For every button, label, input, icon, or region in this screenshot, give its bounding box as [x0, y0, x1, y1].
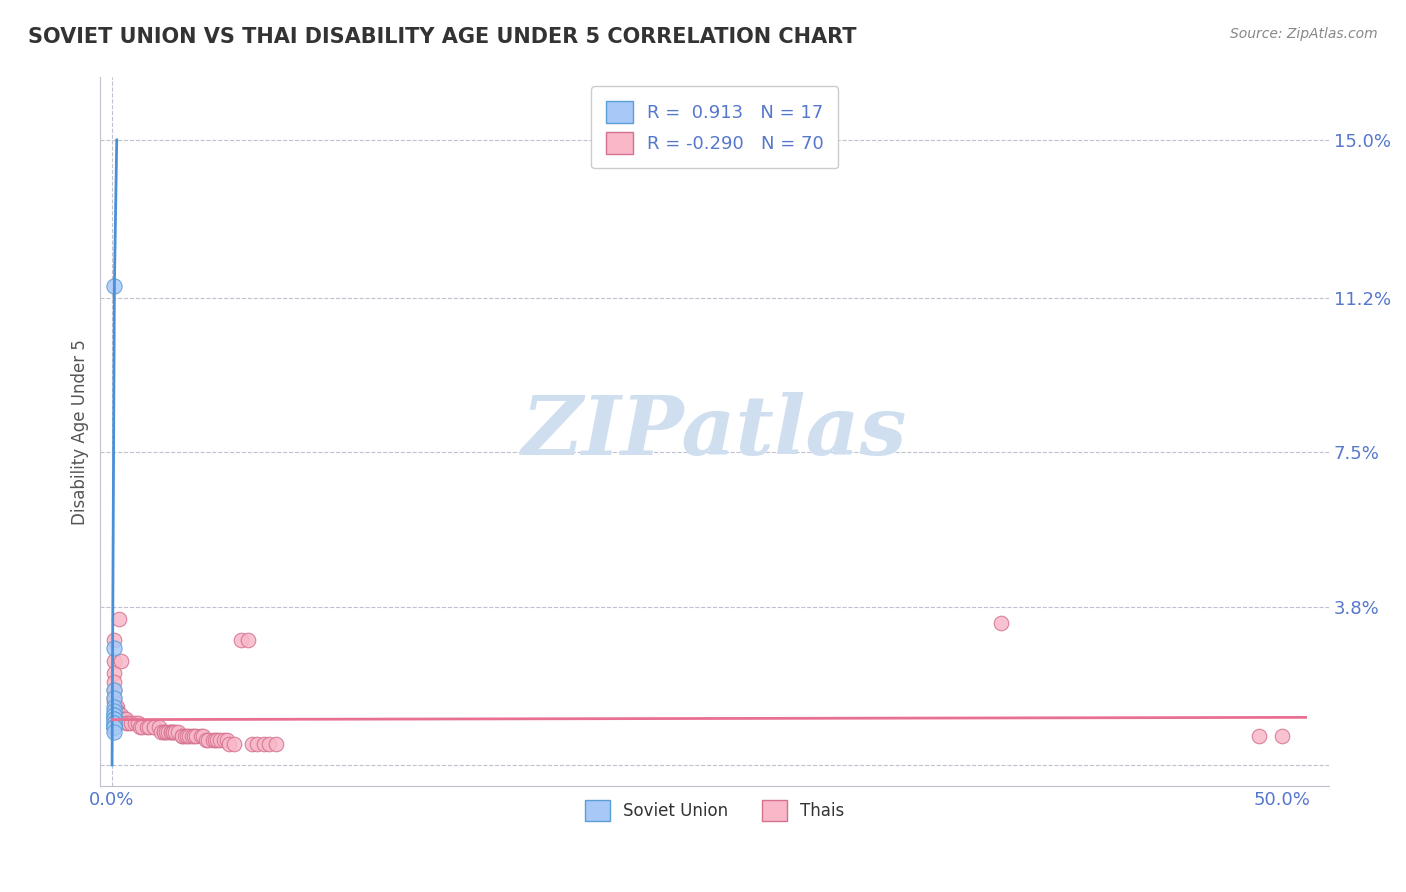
Point: [103, 682, 125, 697]
Point: [105, 704, 128, 718]
Point: [117, 716, 139, 731]
Point: [990, 616, 1012, 631]
Point: [103, 721, 125, 735]
Point: [110, 654, 132, 668]
Point: [108, 708, 131, 723]
Point: [207, 733, 229, 747]
Text: ZIPatlas: ZIPatlas: [522, 392, 907, 472]
Point: [242, 737, 264, 751]
Point: [143, 721, 166, 735]
Point: [152, 724, 174, 739]
Point: [136, 721, 159, 735]
Point: [165, 724, 187, 739]
Point: [103, 641, 125, 656]
Point: [197, 733, 219, 747]
Point: [103, 716, 125, 731]
Point: [138, 721, 160, 735]
Point: [103, 716, 125, 731]
Point: [103, 632, 125, 647]
Point: [159, 724, 181, 739]
Point: [124, 716, 146, 731]
Point: [1271, 729, 1294, 743]
Point: [103, 699, 125, 714]
Point: [179, 729, 201, 743]
Point: [103, 708, 125, 723]
Point: [186, 729, 208, 743]
Point: [236, 632, 259, 647]
Point: [214, 733, 236, 747]
Point: [115, 716, 138, 731]
Legend: Soviet Union, Thais: Soviet Union, Thais: [572, 787, 858, 834]
Point: [103, 666, 125, 681]
Point: [103, 674, 125, 689]
Point: [201, 733, 224, 747]
Point: [103, 721, 125, 735]
Point: [172, 729, 194, 743]
Point: [253, 737, 276, 751]
Point: [152, 724, 174, 739]
Point: [162, 724, 184, 739]
Point: [257, 737, 280, 751]
Point: [166, 724, 188, 739]
Point: [190, 729, 212, 743]
Point: [103, 654, 125, 668]
Point: [129, 721, 152, 735]
Point: [112, 712, 135, 726]
Point: [131, 721, 153, 735]
Point: [103, 278, 125, 293]
Point: [103, 721, 125, 735]
Point: [229, 632, 252, 647]
Point: [148, 721, 170, 735]
Point: [159, 724, 181, 739]
Point: [208, 733, 231, 747]
Point: [176, 729, 198, 743]
Point: [103, 691, 125, 706]
Point: [194, 733, 217, 747]
Point: [193, 729, 215, 743]
Point: [143, 721, 166, 735]
Point: [150, 724, 173, 739]
Point: [120, 716, 142, 731]
Point: [173, 729, 195, 743]
Text: Source: ZipAtlas.com: Source: ZipAtlas.com: [1230, 27, 1378, 41]
Point: [215, 733, 238, 747]
Y-axis label: Disability Age Under 5: Disability Age Under 5: [72, 339, 89, 524]
Point: [157, 724, 180, 739]
Point: [103, 724, 125, 739]
Point: [103, 682, 125, 697]
Point: [264, 737, 287, 751]
Text: SOVIET UNION VS THAI DISABILITY AGE UNDER 5 CORRELATION CHART: SOVIET UNION VS THAI DISABILITY AGE UNDE…: [28, 27, 856, 46]
Point: [105, 704, 128, 718]
Point: [204, 733, 226, 747]
Point: [1247, 729, 1270, 743]
Point: [103, 691, 125, 706]
Point: [183, 729, 205, 743]
Point: [155, 724, 177, 739]
Point: [162, 724, 184, 739]
Point: [127, 716, 149, 731]
Point: [112, 712, 135, 726]
Point: [246, 737, 269, 751]
Point: [103, 708, 125, 723]
Point: [105, 699, 128, 714]
Point: [108, 612, 131, 626]
Point: [103, 712, 125, 726]
Point: [218, 737, 240, 751]
Point: [222, 737, 245, 751]
Point: [103, 696, 125, 710]
Point: [103, 721, 125, 735]
Point: [172, 729, 194, 743]
Point: [180, 729, 202, 743]
Point: [103, 704, 125, 718]
Point: [115, 712, 138, 726]
Point: [110, 708, 132, 723]
Point: [103, 712, 125, 726]
